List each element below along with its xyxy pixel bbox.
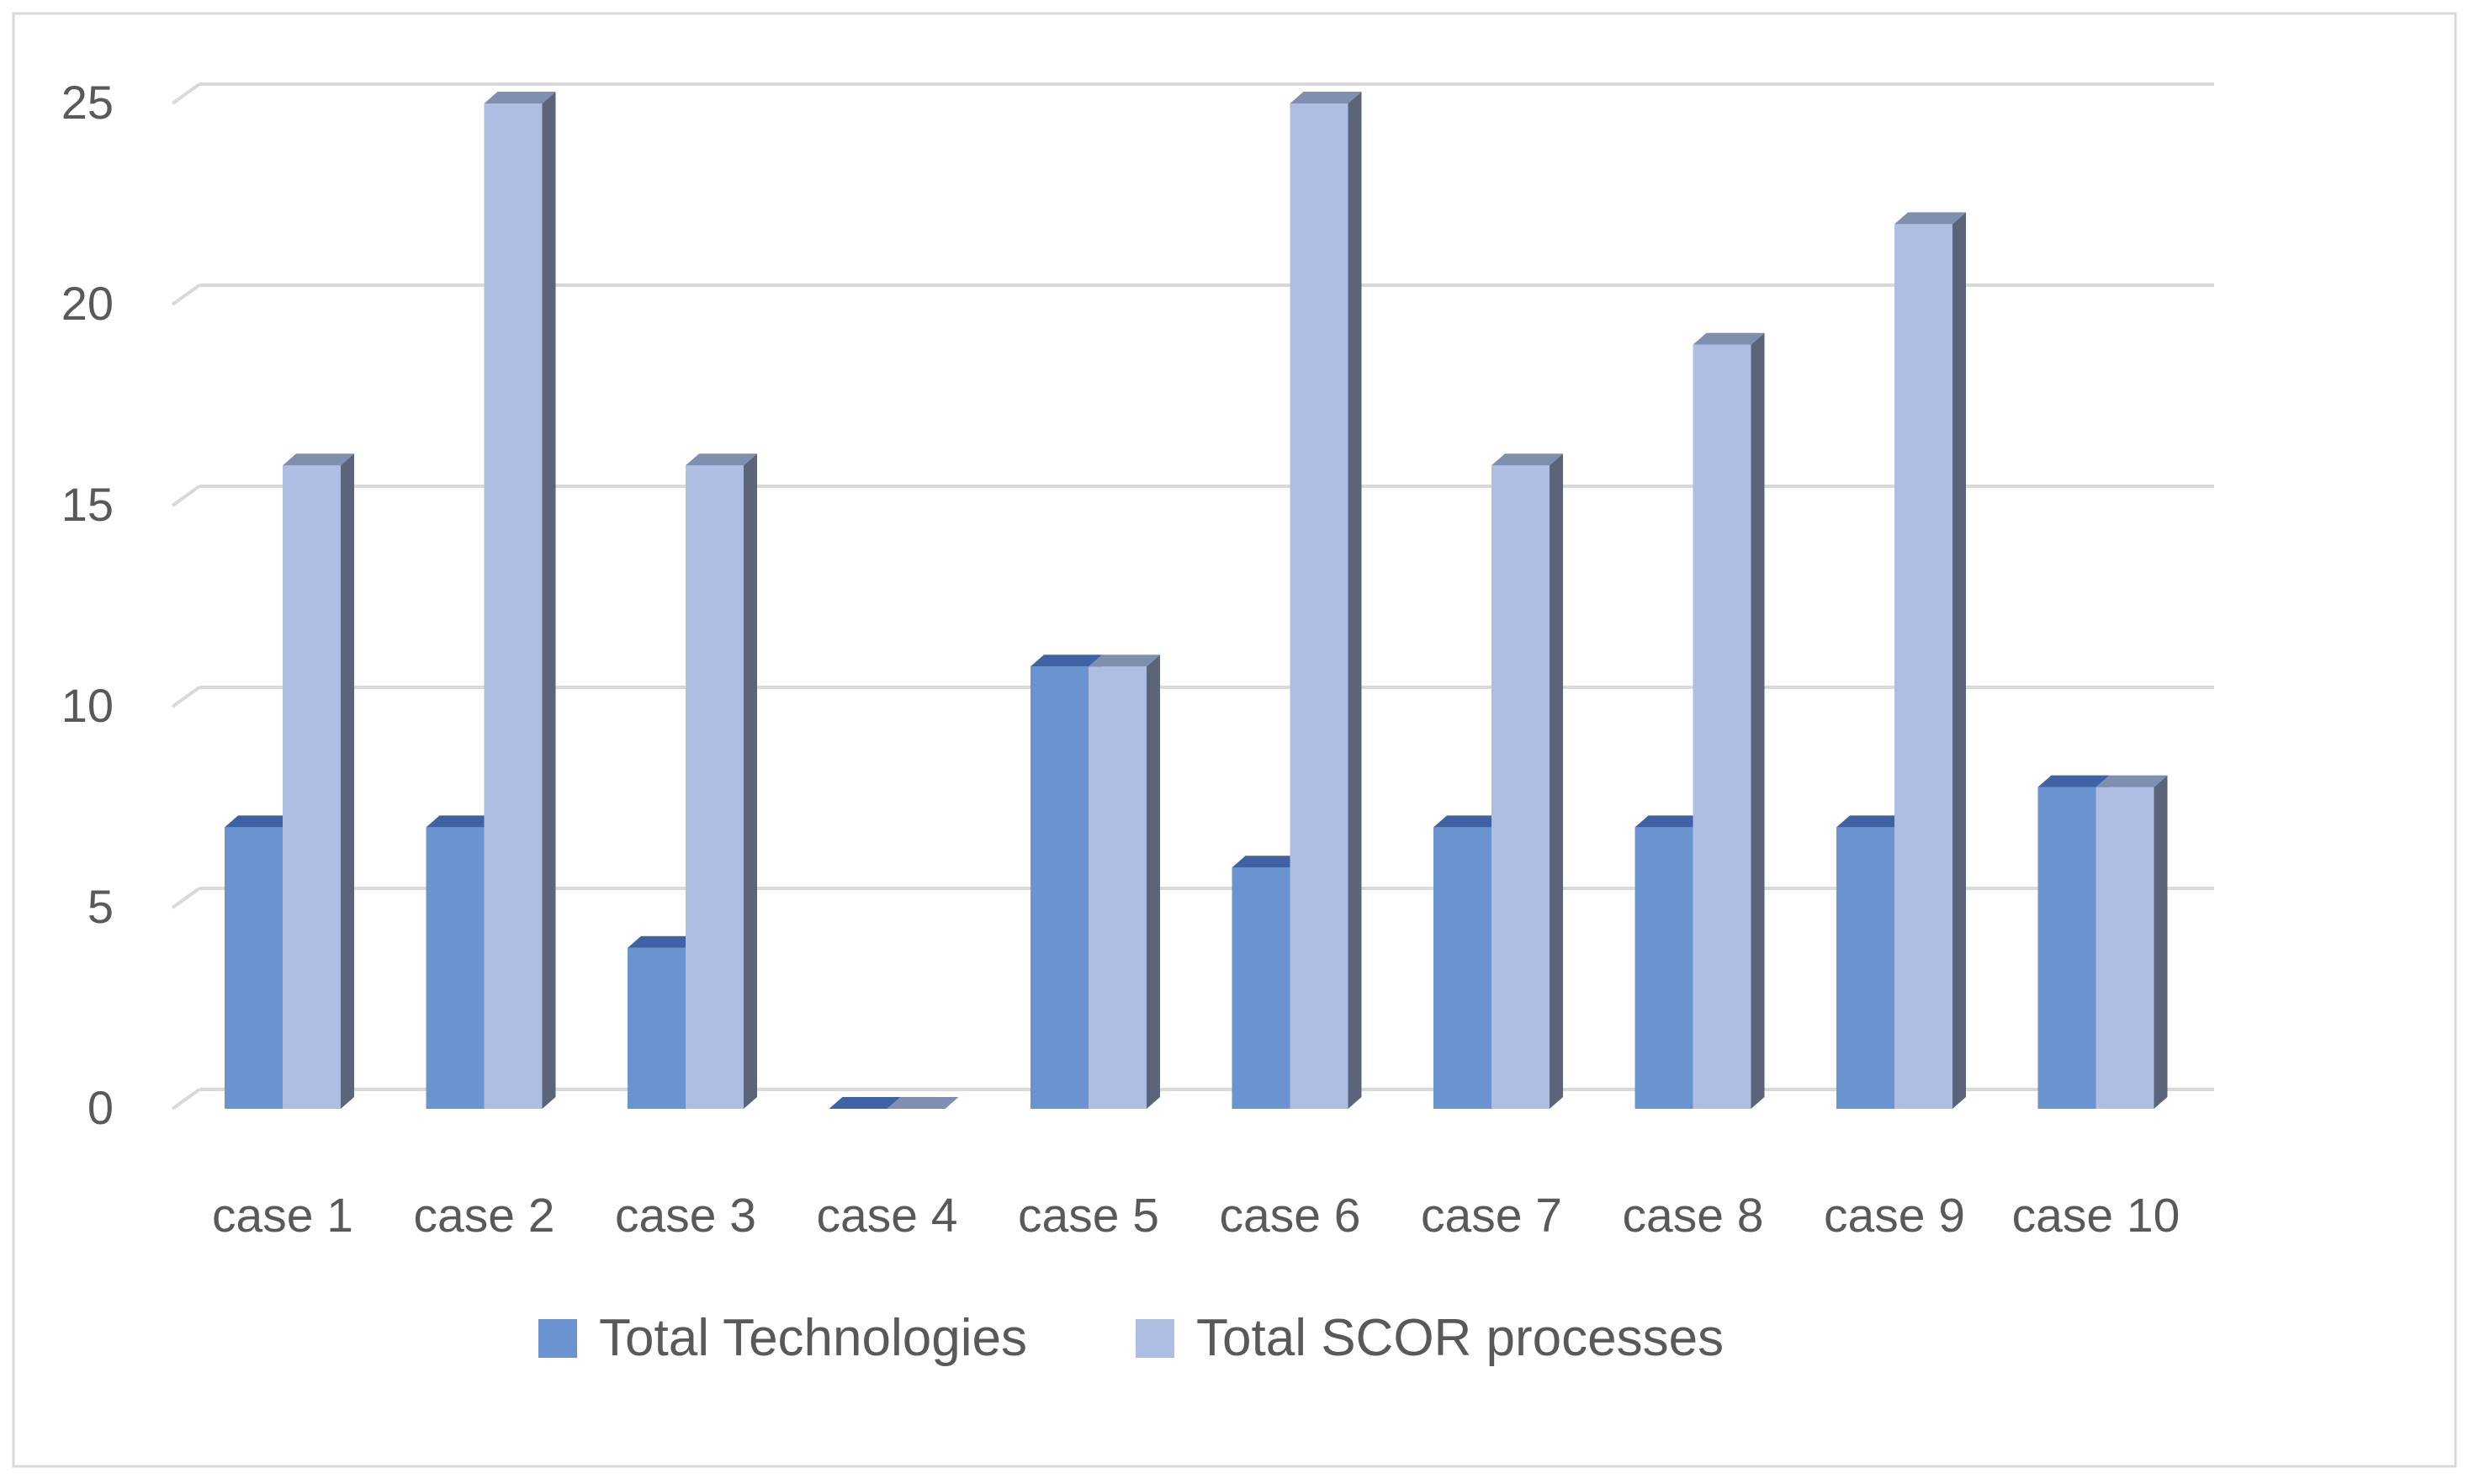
bar xyxy=(829,1097,901,1109)
bar-side-face xyxy=(341,453,354,1109)
bar-top-face xyxy=(484,92,556,103)
bar-top-face xyxy=(1693,332,1765,345)
chart-frame xyxy=(12,12,2457,1468)
bar xyxy=(484,92,556,1109)
x-tick-label: case 5 xyxy=(1018,1189,1159,1243)
y-tick-label: 5 xyxy=(87,880,114,933)
bar-side-face xyxy=(1147,655,1160,1109)
x-tick-label: case 9 xyxy=(1824,1189,1965,1243)
x-tick-label: case 1 xyxy=(212,1189,353,1243)
bar-top-face xyxy=(1491,453,1563,466)
bar xyxy=(283,453,354,1109)
bar-top-face xyxy=(1089,655,1160,667)
bar-top-face xyxy=(628,935,699,948)
bar-top-face xyxy=(225,815,296,828)
bar-top-face xyxy=(1031,655,1102,667)
bar-top-face xyxy=(2037,775,2110,787)
bar-top-face xyxy=(2095,775,2168,787)
y-tick-label: 20 xyxy=(61,277,114,330)
gridline-depth-edge xyxy=(171,1088,201,1110)
bar-front-face xyxy=(1433,827,1491,1109)
bar-front-face xyxy=(1836,827,1894,1109)
y-tick-label: 0 xyxy=(87,1081,114,1134)
x-tick-label: case 3 xyxy=(615,1189,756,1243)
legend: Total Technologies Total SCOR processes xyxy=(538,1309,1724,1367)
gridline-depth-edge xyxy=(171,284,201,306)
bar-front-face xyxy=(484,103,543,1109)
bar xyxy=(2095,775,2168,1109)
bar xyxy=(887,1097,959,1109)
bar-front-face xyxy=(2095,787,2154,1109)
bar-front-face xyxy=(2037,787,2096,1109)
bar-front-face xyxy=(283,465,341,1109)
legend-label: Total Technologies xyxy=(599,1309,1027,1367)
gridline-depth-edge xyxy=(171,887,201,909)
x-tick-label: case 10 xyxy=(2012,1189,2180,1243)
gridline-depth-edge xyxy=(171,686,201,708)
gridline-depth-edge xyxy=(171,485,201,507)
bar-front-face xyxy=(1089,666,1147,1109)
bar xyxy=(1693,332,1765,1109)
bar-front-face xyxy=(1491,465,1550,1109)
legend-item: Total Technologies xyxy=(538,1309,1027,1367)
bar-side-face xyxy=(1952,212,1966,1109)
bar-top-face xyxy=(283,453,354,466)
bar-front-face xyxy=(1031,666,1089,1109)
bar-top-face xyxy=(1232,856,1304,868)
bar-side-face xyxy=(744,453,757,1109)
legend-label: Total SCOR processes xyxy=(1196,1309,1724,1367)
bar-side-face xyxy=(1751,332,1765,1109)
y-tick-label: 10 xyxy=(61,679,114,732)
legend-swatch xyxy=(1136,1319,1174,1358)
bar-top-face xyxy=(887,1097,959,1109)
bar-side-face xyxy=(1348,92,1362,1109)
legend-swatch xyxy=(538,1319,577,1358)
bar xyxy=(1089,655,1160,1109)
x-axis-tick-labels: case 1 case 2 case 3 case 4 case 5 case 6 case… xyxy=(212,1189,2180,1243)
bar-side-face xyxy=(1550,453,1563,1109)
x-tick-label: case 8 xyxy=(1623,1189,1764,1243)
bar-top-face xyxy=(1635,815,1707,828)
bar-top-face xyxy=(426,815,498,828)
y-axis-tick-labels: 0 5 10 15 20 25 xyxy=(61,76,114,1134)
bar-front-face xyxy=(426,827,485,1109)
bar-top-face xyxy=(1894,212,1966,225)
bar-top-face xyxy=(1290,92,1362,103)
bar xyxy=(686,453,757,1109)
bar-front-face xyxy=(686,465,744,1109)
bar-side-face xyxy=(2154,775,2168,1109)
bar-front-face xyxy=(1232,867,1290,1109)
x-tick-label: case 6 xyxy=(1220,1189,1361,1243)
bar-front-face xyxy=(1894,224,1952,1109)
y-tick-label: 25 xyxy=(61,76,114,129)
bar-front-face xyxy=(1290,103,1348,1109)
bar-front-face xyxy=(1693,344,1751,1109)
bar-side-face xyxy=(542,92,556,1109)
bar xyxy=(1290,92,1362,1109)
legend-item: Total SCOR processes xyxy=(1136,1309,1724,1367)
x-tick-label: case 4 xyxy=(817,1189,958,1243)
y-tick-label: 15 xyxy=(61,478,114,531)
bar-front-face xyxy=(1635,827,1693,1109)
bar-top-face xyxy=(1836,815,1908,828)
bar-top-face xyxy=(686,453,757,466)
bar-top-face xyxy=(1433,815,1505,828)
x-tick-label: case 2 xyxy=(414,1189,555,1243)
x-tick-label: case 7 xyxy=(1421,1189,1562,1243)
bars xyxy=(225,92,2168,1109)
gridline-depth-edge xyxy=(171,82,201,105)
bar xyxy=(1491,453,1563,1109)
bar xyxy=(1894,212,1966,1109)
bar-front-face xyxy=(628,947,686,1109)
bar-top-face xyxy=(829,1097,901,1109)
bar-front-face xyxy=(225,827,283,1109)
